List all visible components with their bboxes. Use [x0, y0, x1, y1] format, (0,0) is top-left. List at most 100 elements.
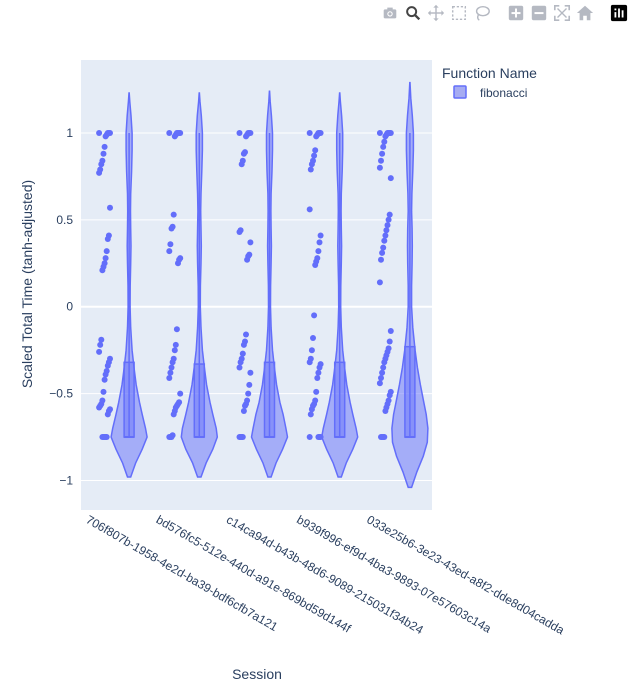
data-point[interactable]: [382, 133, 389, 140]
data-point[interactable]: [310, 335, 316, 341]
data-point[interactable]: [383, 227, 390, 234]
data-point[interactable]: [166, 248, 173, 255]
data-point[interactable]: [378, 375, 384, 381]
data-point[interactable]: [240, 408, 247, 414]
data-point[interactable]: [381, 359, 388, 366]
data-point[interactable]: [239, 350, 246, 357]
data-point[interactable]: [171, 133, 178, 140]
data-point[interactable]: [236, 434, 243, 440]
data-point[interactable]: [236, 130, 243, 136]
data-point[interactable]: [315, 434, 322, 440]
data-point[interactable]: [312, 262, 319, 268]
data-point[interactable]: [96, 169, 103, 176]
data-point[interactable]: [306, 206, 313, 213]
data-point[interactable]: [236, 364, 243, 371]
violin-1[interactable]: [166, 92, 219, 478]
data-point[interactable]: [173, 326, 180, 333]
plotly-logo-button[interactable]: [608, 2, 630, 24]
data-point[interactable]: [385, 216, 392, 223]
data-point[interactable]: [315, 248, 322, 255]
data-point[interactable]: [175, 260, 181, 267]
data-point[interactable]: [376, 130, 383, 136]
data-point[interactable]: [311, 152, 318, 159]
legend[interactable]: Function Name fibonacci: [442, 65, 537, 100]
data-point[interactable]: [172, 341, 179, 348]
data-point[interactable]: [382, 232, 389, 239]
data-point[interactable]: [244, 256, 251, 263]
data-point[interactable]: [168, 364, 175, 371]
data-point[interactable]: [376, 164, 383, 171]
download-plot-button[interactable]: [379, 2, 401, 24]
data-point[interactable]: [166, 434, 173, 440]
data-point[interactable]: [247, 239, 254, 246]
data-point[interactable]: [236, 229, 243, 235]
data-point[interactable]: [378, 256, 384, 263]
pan-button[interactable]: [425, 2, 447, 24]
data-point[interactable]: [104, 236, 111, 242]
data-point[interactable]: [308, 406, 315, 413]
data-point[interactable]: [306, 130, 313, 136]
data-point[interactable]: [243, 331, 249, 338]
data-point[interactable]: [96, 130, 103, 136]
violin-0[interactable]: [96, 92, 148, 478]
data-point[interactable]: [245, 390, 252, 397]
data-point[interactable]: [247, 369, 254, 376]
data-point[interactable]: [316, 239, 323, 246]
data-point[interactable]: [376, 279, 383, 286]
violin-4[interactable]: [376, 81, 429, 489]
data-point[interactable]: [380, 143, 387, 150]
violin-3[interactable]: [306, 92, 359, 478]
data-point[interactable]: [98, 336, 105, 343]
data-point[interactable]: [313, 388, 320, 395]
data-point[interactable]: [107, 204, 113, 211]
data-point[interactable]: [96, 348, 103, 355]
data-point[interactable]: [307, 166, 314, 173]
data-point[interactable]: [167, 369, 174, 376]
data-point[interactable]: [96, 404, 103, 411]
violin-2[interactable]: [236, 90, 289, 478]
lasso-select-button[interactable]: [471, 2, 493, 24]
data-point[interactable]: [312, 147, 319, 154]
data-point[interactable]: [386, 392, 393, 399]
data-point[interactable]: [306, 359, 313, 366]
data-point[interactable]: [170, 411, 177, 418]
data-point[interactable]: [103, 248, 110, 255]
data-point[interactable]: [240, 150, 247, 157]
data-point[interactable]: [240, 341, 247, 348]
data-point[interactable]: [166, 375, 173, 381]
data-point[interactable]: [104, 362, 111, 369]
data-point[interactable]: [238, 161, 245, 168]
data-point[interactable]: [379, 249, 386, 256]
data-point[interactable]: [99, 267, 106, 274]
autoscale-button[interactable]: [551, 2, 573, 24]
data-point[interactable]: [101, 143, 108, 150]
data-point[interactable]: [316, 364, 323, 371]
data-point[interactable]: [387, 328, 394, 334]
data-point[interactable]: [308, 161, 315, 168]
data-point[interactable]: [168, 225, 175, 232]
data-point[interactable]: [313, 133, 320, 140]
data-point[interactable]: [311, 312, 318, 319]
data-point[interactable]: [177, 390, 184, 397]
data-point[interactable]: [242, 402, 248, 409]
data-point[interactable]: [167, 241, 174, 248]
data-point[interactable]: [100, 150, 107, 157]
data-point[interactable]: [314, 375, 321, 381]
data-point[interactable]: [315, 369, 322, 376]
data-point[interactable]: [102, 255, 109, 262]
zoom-in-button[interactable]: [505, 2, 527, 24]
data-point[interactable]: [237, 359, 244, 366]
data-point[interactable]: [246, 381, 253, 388]
zoom-button[interactable]: [402, 2, 424, 24]
data-point[interactable]: [382, 408, 389, 414]
data-point[interactable]: [102, 133, 109, 140]
data-point[interactable]: [308, 347, 315, 354]
data-point[interactable]: [381, 138, 388, 145]
data-point[interactable]: [387, 175, 394, 182]
data-point[interactable]: [376, 380, 383, 387]
data-point[interactable]: [166, 130, 173, 136]
data-point[interactable]: [380, 244, 387, 251]
data-point[interactable]: [102, 371, 109, 378]
data-point[interactable]: [98, 161, 105, 168]
legend-item-fibonacci[interactable]: fibonacci: [453, 85, 527, 100]
